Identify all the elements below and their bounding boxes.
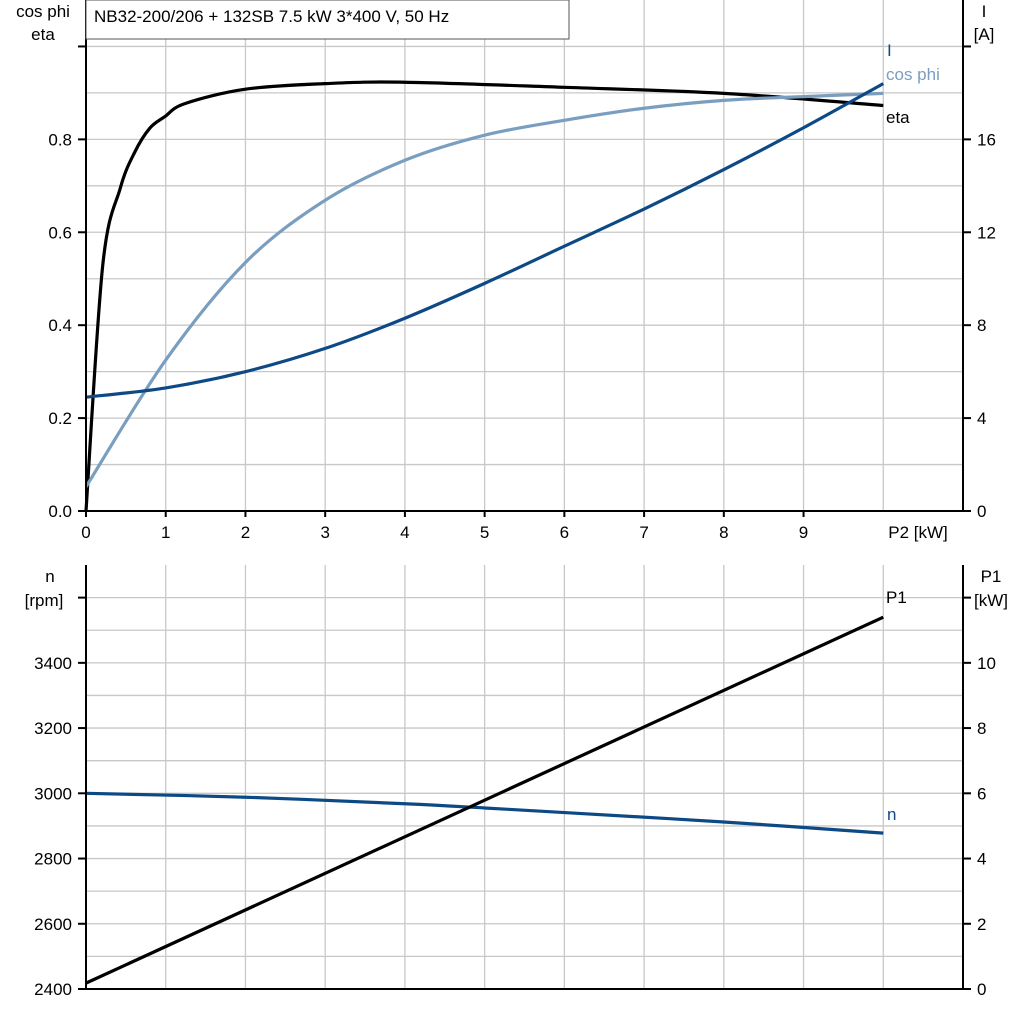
right-tick-label: 0 bbox=[977, 980, 986, 999]
right-tick-label: 8 bbox=[977, 719, 986, 738]
top-left-axis-label-2: eta bbox=[31, 25, 55, 44]
x-tick-label: 5 bbox=[480, 523, 489, 542]
left-tick-label: 2400 bbox=[34, 980, 72, 999]
x-tick-label: 1 bbox=[161, 523, 170, 542]
bottom-right-axis-label-2: [kW] bbox=[974, 591, 1008, 610]
right-tick-label: 4 bbox=[977, 850, 986, 869]
series-label-cos-phi: cos phi bbox=[886, 65, 940, 84]
left-tick-label: 0.2 bbox=[48, 409, 72, 428]
x-tick-label: 7 bbox=[639, 523, 648, 542]
top-right-axis-label-2: [A] bbox=[974, 25, 995, 44]
x-tick-label: 8 bbox=[719, 523, 728, 542]
x-tick-label: 6 bbox=[560, 523, 569, 542]
left-tick-label: 0.6 bbox=[48, 223, 72, 242]
right-tick-label: 12 bbox=[977, 223, 996, 242]
left-tick-label: 2600 bbox=[34, 915, 72, 934]
right-tick-label: 10 bbox=[977, 654, 996, 673]
left-tick-label: 0.0 bbox=[48, 502, 72, 521]
series-label-eta: eta bbox=[886, 108, 910, 127]
left-tick-label: 0.8 bbox=[48, 130, 72, 149]
right-tick-label: 0 bbox=[977, 502, 986, 521]
series-label-n: n bbox=[887, 805, 896, 824]
bottom-left-axis-label-2: [rpm] bbox=[25, 591, 64, 610]
x-tick-label: 0 bbox=[81, 523, 90, 542]
series-line-n bbox=[85, 791, 884, 835]
series-label-P1: P1 bbox=[886, 588, 907, 607]
left-tick-label: 2800 bbox=[34, 850, 72, 869]
series-line-cos-phi bbox=[84, 91, 884, 488]
x-tick-label: 3 bbox=[320, 523, 329, 542]
top-right-axis-label-1: I bbox=[982, 2, 987, 21]
right-tick-label: 8 bbox=[977, 316, 986, 335]
x-tick-label: 4 bbox=[400, 523, 409, 542]
series-line-P1 bbox=[85, 615, 884, 985]
x-tick-label: 9 bbox=[799, 523, 808, 542]
bottom-right-axis-label-1: P1 bbox=[981, 567, 1002, 586]
title-box: NB32-200/206 + 132SB 7.5 kW 3*400 V, 50 … bbox=[85, 0, 570, 40]
x-tick-label: 2 bbox=[241, 523, 250, 542]
bottom-left-axis-label-1: n bbox=[45, 567, 54, 586]
left-tick-label: 0.4 bbox=[48, 316, 72, 335]
left-tick-label: 3000 bbox=[34, 784, 72, 803]
series-line-eta bbox=[84, 80, 884, 512]
x-axis-label: P2 [kW] bbox=[888, 523, 948, 542]
right-tick-label: 6 bbox=[977, 784, 986, 803]
series-line-I bbox=[85, 82, 885, 399]
right-tick-label: 2 bbox=[977, 915, 986, 934]
right-tick-label: 4 bbox=[977, 409, 986, 428]
right-tick-label: 16 bbox=[977, 130, 996, 149]
left-tick-label: 3200 bbox=[34, 719, 72, 738]
series-label-I: I bbox=[887, 41, 892, 60]
top-left-axis-label-1: cos phi bbox=[16, 2, 70, 21]
chart-title: NB32-200/206 + 132SB 7.5 kW 3*400 V, 50 … bbox=[94, 7, 449, 26]
left-tick-label: 3400 bbox=[34, 654, 72, 673]
